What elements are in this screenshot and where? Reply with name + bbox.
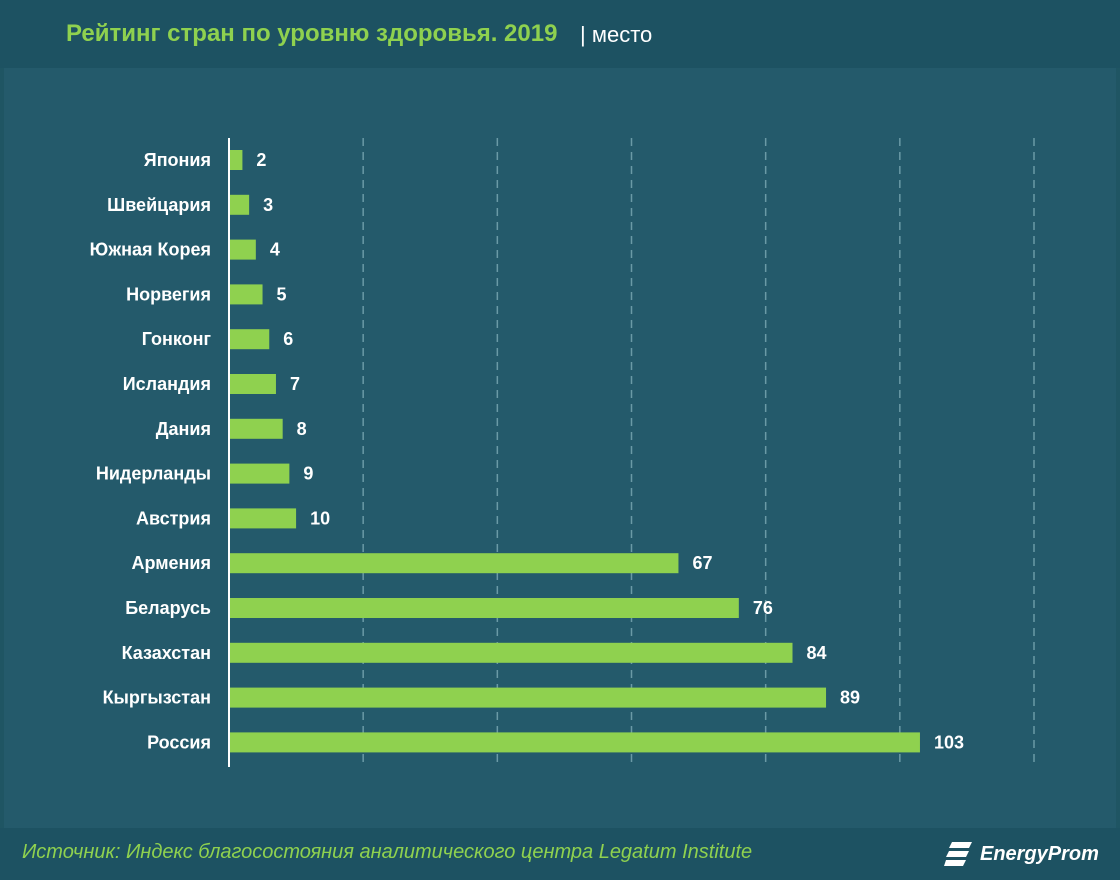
bar bbox=[229, 553, 679, 574]
category-label: Беларусь bbox=[125, 598, 211, 618]
brand-name: EnergyProm bbox=[980, 842, 1099, 865]
source-note: Источник: Индекс благосостояния аналитич… bbox=[22, 841, 753, 863]
footer-band bbox=[0, 828, 1120, 880]
bar bbox=[229, 463, 290, 484]
bar bbox=[229, 687, 827, 708]
bar bbox=[229, 642, 793, 663]
category-label: Россия bbox=[147, 732, 211, 752]
category-label: Кыргызстан bbox=[103, 688, 211, 708]
data-label: 67 bbox=[692, 553, 712, 573]
header-band bbox=[0, 0, 1120, 68]
category-label: Южная Корея bbox=[90, 240, 211, 260]
category-label: Дания bbox=[156, 419, 211, 439]
category-label: Норвегия bbox=[126, 284, 211, 304]
data-label: 103 bbox=[934, 732, 964, 752]
bar bbox=[229, 329, 270, 350]
data-label: 3 bbox=[263, 195, 273, 215]
data-label: 6 bbox=[283, 329, 293, 349]
bar bbox=[229, 284, 263, 305]
category-label: Япония bbox=[144, 150, 211, 170]
bar bbox=[229, 374, 276, 394]
data-label: 9 bbox=[303, 464, 313, 484]
category-label: Исландия bbox=[123, 374, 211, 394]
bar bbox=[229, 508, 297, 529]
category-label: Гонконг bbox=[142, 329, 212, 349]
bar bbox=[229, 194, 250, 215]
energyprom-logo-icon bbox=[944, 842, 972, 866]
category-label: Армения bbox=[131, 553, 211, 573]
bar bbox=[229, 732, 920, 753]
data-label: 5 bbox=[277, 284, 287, 304]
chart-unit: | место bbox=[580, 22, 653, 47]
data-label: 2 bbox=[256, 150, 266, 170]
category-label: Австрия bbox=[136, 508, 211, 528]
data-label: 4 bbox=[270, 240, 280, 260]
brand-logo[interactable]: EnergyProm bbox=[944, 838, 1099, 870]
data-label: 89 bbox=[840, 688, 860, 708]
bar bbox=[229, 598, 739, 618]
bar bbox=[229, 150, 243, 170]
data-label: 76 bbox=[753, 598, 773, 618]
category-label: Нидерланды bbox=[96, 464, 211, 484]
data-label: 10 bbox=[310, 508, 330, 528]
category-label: Казахстан bbox=[122, 643, 211, 663]
chart-title: Рейтинг стран по уровню здоровья. 2019 bbox=[66, 20, 558, 47]
data-label: 7 bbox=[290, 374, 300, 394]
bar bbox=[229, 239, 256, 260]
data-label: 8 bbox=[297, 419, 307, 439]
bar bbox=[229, 418, 283, 439]
category-label: Швейцария bbox=[107, 195, 211, 215]
data-label: 84 bbox=[807, 643, 827, 663]
